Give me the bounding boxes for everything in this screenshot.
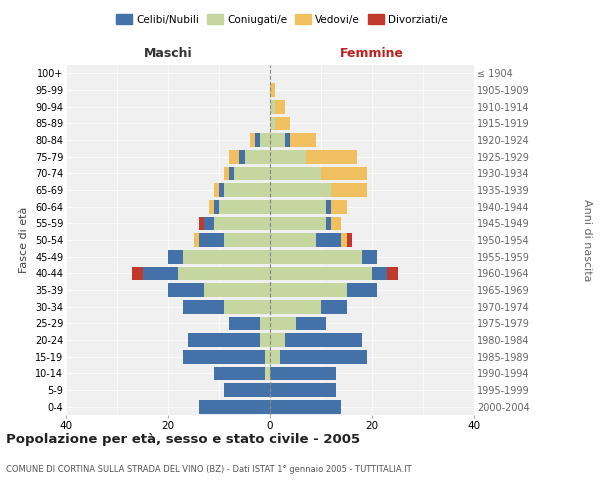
Bar	[326, 216, 331, 230]
Bar	[260, 133, 270, 147]
Text: Popolazione per età, sesso e stato civile - 2005: Popolazione per età, sesso e stato civil…	[6, 432, 360, 446]
Bar	[168, 250, 184, 264]
Bar	[214, 183, 219, 197]
Bar	[270, 300, 321, 314]
Bar	[224, 300, 270, 314]
Bar	[270, 150, 306, 164]
Text: Femmine: Femmine	[340, 47, 404, 60]
Bar	[362, 250, 377, 264]
Bar	[199, 400, 270, 413]
Bar	[306, 150, 356, 164]
Bar	[143, 266, 178, 280]
Bar	[388, 266, 398, 280]
Bar	[270, 233, 316, 247]
Bar	[290, 133, 316, 147]
Bar	[224, 383, 270, 397]
Y-axis label: Fasce di età: Fasce di età	[19, 207, 29, 273]
Text: COMUNE DI CORTINA SULLA STRADA DEL VINO (BZ) - Dati ISTAT 1° gennaio 2005 - TUTT: COMUNE DI CORTINA SULLA STRADA DEL VINO …	[6, 466, 412, 474]
Bar	[331, 216, 341, 230]
Bar	[224, 166, 229, 180]
Bar	[178, 266, 270, 280]
Bar	[270, 200, 326, 213]
Bar	[209, 200, 214, 213]
Bar	[331, 183, 367, 197]
Text: Maschi: Maschi	[143, 47, 193, 60]
Bar	[270, 216, 326, 230]
Bar	[219, 183, 224, 197]
Bar	[270, 100, 275, 114]
Bar	[229, 150, 239, 164]
Bar	[270, 116, 275, 130]
Bar	[265, 366, 270, 380]
Bar	[214, 200, 219, 213]
Bar	[184, 300, 224, 314]
Bar	[286, 133, 290, 147]
Bar	[183, 350, 265, 364]
Bar	[321, 300, 347, 314]
Bar	[229, 166, 235, 180]
Bar	[168, 283, 204, 297]
Bar	[193, 233, 199, 247]
Bar	[270, 366, 337, 380]
Bar	[270, 83, 275, 97]
Bar	[280, 350, 367, 364]
Bar	[341, 233, 347, 247]
Bar	[260, 333, 270, 347]
Legend: Celibi/Nubili, Coniugati/e, Vedovi/e, Divorziati/e: Celibi/Nubili, Coniugati/e, Vedovi/e, Di…	[112, 10, 452, 29]
Bar	[199, 216, 204, 230]
Bar	[250, 133, 254, 147]
Bar	[270, 283, 347, 297]
Bar	[265, 350, 270, 364]
Bar	[296, 316, 326, 330]
Bar	[214, 216, 270, 230]
Bar	[286, 333, 362, 347]
Bar	[347, 283, 377, 297]
Bar	[270, 333, 286, 347]
Bar	[239, 150, 245, 164]
Y-axis label: Anni di nascita: Anni di nascita	[582, 198, 592, 281]
Bar	[326, 200, 331, 213]
Bar	[270, 133, 286, 147]
Bar	[219, 200, 270, 213]
Bar	[188, 333, 260, 347]
Bar	[275, 100, 286, 114]
Bar	[245, 150, 270, 164]
Bar	[204, 283, 270, 297]
Bar	[270, 183, 331, 197]
Bar	[347, 233, 352, 247]
Bar	[270, 350, 280, 364]
Bar	[321, 166, 367, 180]
Bar	[270, 166, 321, 180]
Bar	[204, 216, 214, 230]
Bar	[270, 266, 372, 280]
Bar	[275, 116, 290, 130]
Bar	[224, 233, 270, 247]
Bar	[199, 233, 224, 247]
Bar	[316, 233, 341, 247]
Bar	[270, 400, 341, 413]
Bar	[372, 266, 388, 280]
Bar	[184, 250, 270, 264]
Bar	[229, 316, 260, 330]
Bar	[255, 133, 260, 147]
Bar	[270, 316, 296, 330]
Bar	[235, 166, 270, 180]
Bar	[214, 366, 265, 380]
Bar	[133, 266, 143, 280]
Bar	[270, 250, 362, 264]
Bar	[270, 383, 337, 397]
Bar	[331, 200, 347, 213]
Bar	[224, 183, 270, 197]
Bar	[260, 316, 270, 330]
